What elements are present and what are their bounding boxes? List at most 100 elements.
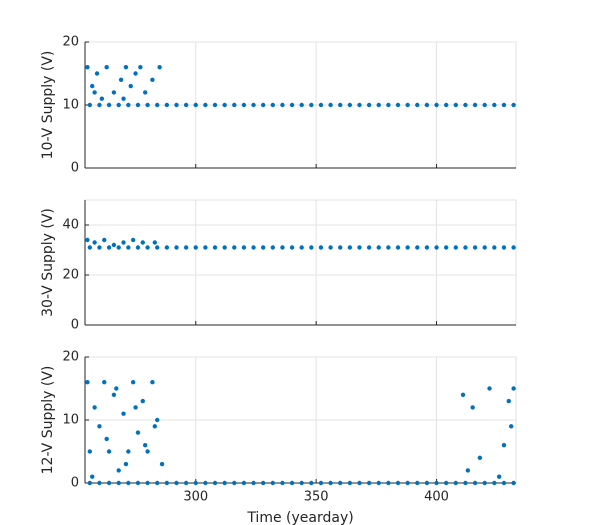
point <box>299 102 304 108</box>
point <box>121 96 126 101</box>
point <box>338 102 343 108</box>
point <box>443 245 449 250</box>
point <box>121 240 126 245</box>
point <box>140 398 145 404</box>
point <box>152 240 158 245</box>
point <box>289 480 295 486</box>
point <box>174 245 179 250</box>
point <box>472 480 478 486</box>
y-tick-label: 0 <box>71 161 79 176</box>
point <box>347 245 353 250</box>
y-tick-label: 10 <box>62 413 79 428</box>
point <box>232 102 237 108</box>
point <box>260 245 266 250</box>
point <box>318 245 324 250</box>
point <box>501 245 507 250</box>
point <box>443 480 449 486</box>
point <box>357 480 362 486</box>
point <box>193 245 198 250</box>
point <box>338 480 343 486</box>
point <box>241 102 247 108</box>
point <box>183 480 189 486</box>
point <box>434 480 439 486</box>
point <box>126 449 131 454</box>
point <box>203 102 208 108</box>
point <box>487 386 492 391</box>
point <box>116 102 121 108</box>
point <box>126 480 131 486</box>
point <box>85 65 90 70</box>
point <box>280 102 285 108</box>
point <box>492 245 497 250</box>
point <box>386 480 391 486</box>
point <box>174 480 179 486</box>
point <box>97 102 102 108</box>
point <box>232 245 237 250</box>
point <box>511 480 516 486</box>
point <box>145 102 150 108</box>
point <box>92 405 97 410</box>
point <box>85 237 90 243</box>
point <box>405 245 410 250</box>
point <box>152 424 158 429</box>
point <box>299 480 304 486</box>
point <box>260 102 266 108</box>
point <box>111 242 117 248</box>
point <box>159 461 165 467</box>
point <box>424 245 430 250</box>
point <box>366 480 372 486</box>
point <box>222 102 227 108</box>
point <box>87 449 93 454</box>
point <box>508 424 514 429</box>
point <box>116 468 121 473</box>
point <box>94 71 100 76</box>
point <box>164 245 170 250</box>
point <box>366 102 372 108</box>
point <box>460 392 466 397</box>
point <box>453 102 459 108</box>
point <box>472 245 478 250</box>
y-tick-label: 40 <box>62 218 79 233</box>
point <box>99 96 105 101</box>
point <box>193 102 198 108</box>
point <box>102 380 107 385</box>
point <box>424 480 430 486</box>
point <box>477 455 483 460</box>
point <box>130 237 136 243</box>
point <box>366 245 372 250</box>
point <box>415 102 420 108</box>
point <box>463 480 468 486</box>
point <box>405 480 410 486</box>
point <box>482 102 487 108</box>
point <box>376 480 381 486</box>
point <box>386 245 391 250</box>
point <box>260 480 266 486</box>
point <box>232 480 237 486</box>
point <box>395 102 401 108</box>
point <box>203 245 208 250</box>
point <box>270 102 276 108</box>
point <box>511 102 516 108</box>
point <box>415 480 420 486</box>
point <box>140 240 145 245</box>
y-tick-label: 0 <box>71 476 79 491</box>
point <box>183 245 189 250</box>
point <box>97 245 102 250</box>
point <box>318 480 324 486</box>
point <box>104 65 109 70</box>
y-tick-label: 20 <box>62 350 79 365</box>
point <box>241 245 247 250</box>
point <box>150 77 155 83</box>
point <box>106 245 112 250</box>
point <box>157 65 162 70</box>
point <box>511 386 516 391</box>
point <box>128 83 133 89</box>
point <box>280 245 285 250</box>
point <box>102 237 107 243</box>
point <box>328 102 333 108</box>
point <box>145 449 150 454</box>
point <box>501 102 507 108</box>
point <box>111 392 117 397</box>
plot-area <box>84 199 517 326</box>
